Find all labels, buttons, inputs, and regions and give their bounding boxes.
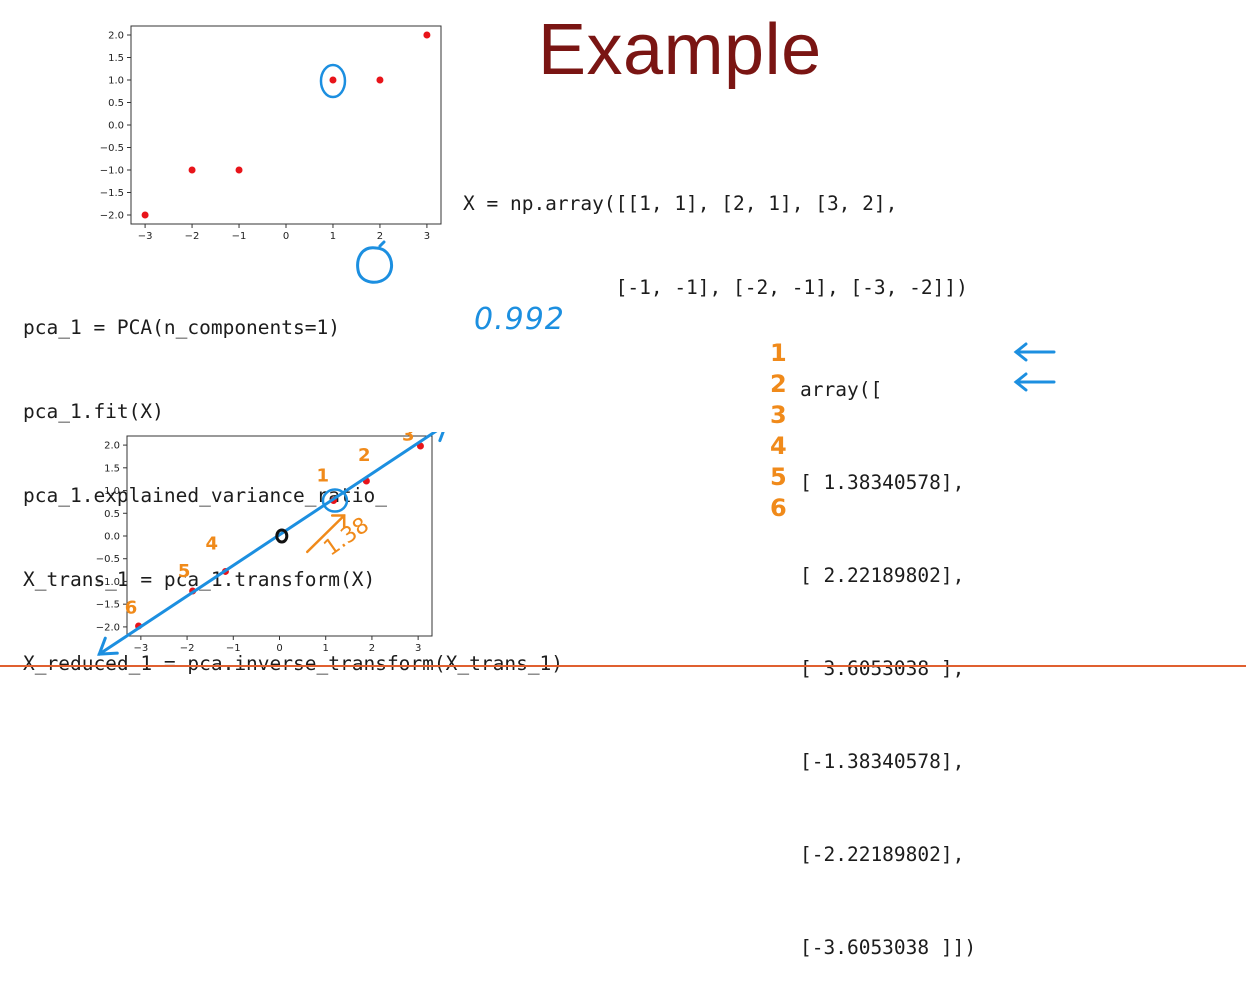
data-point: [188, 166, 196, 174]
arrow-icon: [1013, 342, 1056, 362]
y-tick-label: −1.0: [100, 166, 124, 177]
x-tick-label: 2: [377, 231, 383, 242]
highlight-circle-annotation: [319, 63, 347, 99]
origin-mark: [275, 528, 289, 544]
projected-data-scatter-chart: −3 −2 −1 0 1 2 3 −2.0 −1.5 −1.0 −0.5 0.0 0.5 1.0 1.5 2.…: [96, 432, 445, 656]
data-point: [235, 166, 243, 174]
x-tick-label: −1: [226, 643, 241, 654]
x-tick-label: −2: [185, 231, 200, 242]
x-tick-label: 1: [330, 231, 336, 242]
y-tick-label: 1.5: [108, 53, 124, 64]
array-row-4: [-1.38340578],: [800, 750, 965, 773]
arrow-head-icon: [330, 514, 346, 529]
data-point: [423, 31, 431, 39]
row-number-5: 5: [770, 463, 787, 491]
x-tick-label: −3: [138, 231, 153, 242]
arrow-head-icon: [438, 432, 445, 443]
y-tick-label: 1.0: [104, 486, 120, 497]
x-tick-label: −2: [180, 643, 195, 654]
row-arrows-annotation: [1013, 342, 1056, 392]
y-tick-label: 0.5: [104, 509, 120, 520]
point-number-label: 1: [316, 465, 329, 486]
x-tick-label: 1: [323, 643, 329, 654]
y-tick-label: 2.0: [104, 441, 120, 452]
slide-title: Example: [538, 10, 822, 90]
x-tick-label: 3: [424, 231, 430, 242]
y-tick-label: −0.5: [100, 143, 124, 154]
x-tick-label: −3: [133, 643, 148, 654]
y-tick-label: −1.5: [96, 600, 120, 611]
row-number-1: 1: [770, 339, 787, 367]
x-array-definition: X = np.array([[1, 1], [2, 1], [3, 2], [-…: [463, 134, 968, 330]
row-number-4: 4: [770, 432, 787, 460]
x-tick-label: −1: [232, 231, 247, 242]
highlight-circle-annotation: [321, 488, 349, 513]
array-row-3: [ 3.6053038 ],: [800, 657, 965, 680]
array-row-6: [-3.6053038 ]]): [800, 936, 977, 959]
code-line-variance-ratio: pca_1.explained_variance_ratio_: [23, 484, 387, 507]
row-number-6: 6: [770, 494, 787, 522]
x-tick-label: 3: [415, 643, 421, 654]
projection-length-label: 1.38: [319, 513, 373, 562]
projection-arrow: [305, 514, 346, 554]
y-tick-label: −1.0: [96, 577, 120, 588]
y-tick-label: 2.0: [108, 31, 124, 42]
point-number-label: 3: [402, 432, 415, 446]
point-number-label: 6: [125, 597, 138, 618]
y-tick-label: −1.5: [100, 188, 124, 199]
original-data-scatter-chart: −3 −2 −1 0 1 2 3 −2.0 −1.5 −1.0 −0.5 0.0 0.5 1.0 1.5 2.…: [100, 25, 442, 242]
plot-frame: [130, 25, 442, 225]
point-number-label: 2: [358, 445, 371, 466]
array-row-1: [ 1.38340578],: [800, 471, 965, 494]
data-point: [376, 76, 384, 84]
y-tick-label: −2.0: [96, 622, 120, 633]
y-tick-label: −2.0: [100, 211, 124, 222]
y-tick-label: −0.5: [96, 554, 120, 565]
point-number-label: 5: [178, 561, 191, 582]
y-tick-label: 1.5: [104, 463, 120, 474]
data-point: [329, 76, 337, 84]
code-line-transform: X_trans_1 = pca_1.transform(X): [23, 568, 376, 591]
x-def-line-1: X = np.array([[1, 1], [2, 1], [3, 2],: [463, 192, 898, 215]
transformed-array-output: array([ [ 1.38340578], [ 2.22189802], [ …: [800, 312, 976, 994]
array-header: array([: [800, 378, 883, 401]
x-def-line-2: [-1, -1], [-2, -1], [-3, -2]]): [463, 276, 968, 299]
principal-axis-line: [97, 432, 438, 656]
y-tick-label: 1.0: [108, 76, 124, 87]
x-tick-label: 2: [369, 643, 375, 654]
arrow-head-icon: [97, 636, 119, 656]
code-line-fit: pca_1.fit(X): [23, 400, 164, 423]
arrow-icon: [1013, 372, 1056, 392]
array-row-5: [-2.22189802],: [800, 843, 965, 866]
array-row-numbers: 1 2 3 4 5 6: [770, 338, 787, 524]
slide-bottom-border: [0, 665, 1246, 667]
row-number-2: 2: [770, 370, 787, 398]
data-point: [141, 211, 149, 219]
x-tick-label: 0: [276, 643, 282, 654]
y-tick-label: 0.5: [108, 98, 124, 109]
variance-ratio-handwritten: 0.992: [474, 302, 565, 337]
y-tick-label: 0.0: [104, 532, 120, 543]
point-number-label: 4: [206, 534, 219, 555]
circle-annotation-n-components: [356, 240, 393, 284]
code-line-pca-init: pca_1 = PCA(n_components=1): [23, 316, 340, 339]
row-number-3: 3: [770, 401, 787, 429]
array-row-2: [ 2.22189802],: [800, 564, 965, 587]
y-tick-label: 0.0: [108, 121, 124, 132]
x-tick-label: 0: [283, 231, 289, 242]
